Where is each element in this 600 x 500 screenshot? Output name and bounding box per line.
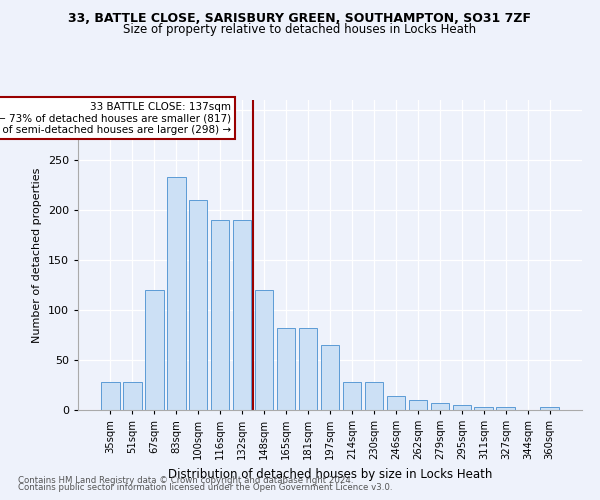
Bar [541,407,559,410]
Bar [365,382,383,410]
Bar [431,403,449,410]
Text: Size of property relative to detached houses in Locks Heath: Size of property relative to detached ho… [124,22,476,36]
Bar [386,396,405,410]
Bar [409,400,427,410]
Bar [233,220,251,410]
Text: 33, BATTLE CLOSE, SARISBURY GREEN, SOUTHAMPTON, SO31 7ZF: 33, BATTLE CLOSE, SARISBURY GREEN, SOUTH… [68,12,532,26]
Bar [343,382,361,410]
Bar [299,328,317,410]
Bar [277,328,295,410]
Bar [101,382,119,410]
Bar [255,290,274,410]
Y-axis label: Number of detached properties: Number of detached properties [32,168,42,342]
Bar [189,200,208,410]
Bar [496,407,515,410]
Bar [452,405,471,410]
X-axis label: Distribution of detached houses by size in Locks Heath: Distribution of detached houses by size … [168,468,492,480]
Bar [167,177,185,410]
Bar [211,220,229,410]
Bar [475,407,493,410]
Bar [123,382,142,410]
Text: Contains HM Land Registry data © Crown copyright and database right 2024.: Contains HM Land Registry data © Crown c… [18,476,353,485]
Text: 33 BATTLE CLOSE: 137sqm
← 73% of detached houses are smaller (817)
27% of semi-d: 33 BATTLE CLOSE: 137sqm ← 73% of detache… [0,102,231,134]
Bar [320,345,340,410]
Bar [145,290,164,410]
Text: Contains public sector information licensed under the Open Government Licence v3: Contains public sector information licen… [18,484,392,492]
